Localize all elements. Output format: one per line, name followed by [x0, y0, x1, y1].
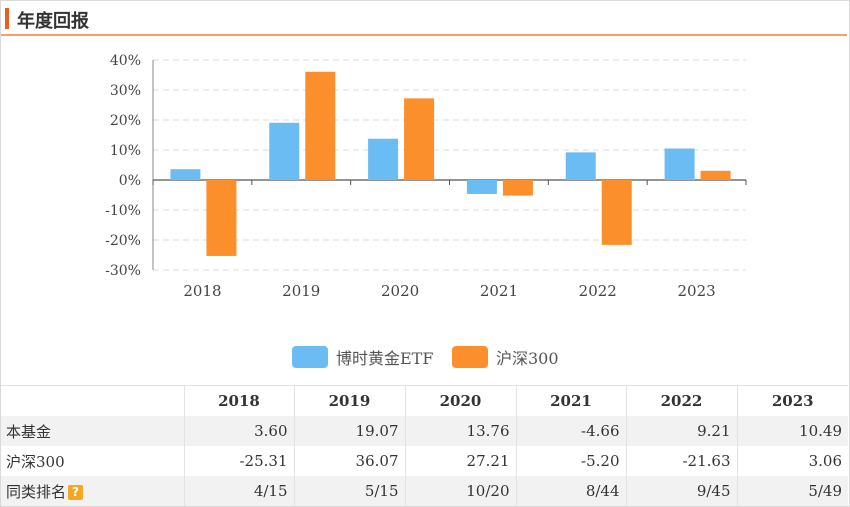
bar-index	[404, 98, 435, 180]
table-header-cell: 2019	[293, 385, 405, 416]
y-tick-label: -20%	[105, 233, 141, 249]
bar-fund	[565, 152, 596, 180]
bar-fund	[466, 180, 497, 194]
table-cell: -5.20	[515, 446, 626, 476]
table-cell: 9.21	[625, 416, 737, 446]
y-tick-label: -30%	[105, 263, 141, 279]
table-cell: 5/15	[293, 476, 405, 506]
table-cell: 9/45	[625, 476, 737, 506]
section-title: 年度回报	[17, 11, 89, 32]
row-label: 同类排名	[6, 482, 67, 501]
table-header-cell: 2022	[625, 385, 737, 416]
legend-swatch-fund	[292, 346, 328, 368]
table-header-cell: 2020	[404, 385, 516, 416]
table-cell: 13.76	[404, 416, 516, 446]
table-cell: 27.21	[404, 446, 516, 476]
table-row-index: 沪深300 -25.31 36.07 27.21 -5.20 -21.63 3.…	[1, 446, 848, 476]
legend-item-fund[interactable]: 博时黄金ETF	[292, 344, 433, 370]
y-tick-label: 30%	[110, 83, 141, 99]
y-tick-label: 20%	[110, 113, 141, 129]
table-header-cell: 2023	[736, 385, 848, 416]
table-cell: -4.66	[515, 416, 626, 446]
row-label: 沪深300	[6, 452, 65, 471]
table-cell: 5/49	[736, 476, 848, 506]
bar-index	[206, 180, 237, 256]
bar-index	[502, 180, 533, 196]
row-label: 本基金	[1, 416, 184, 446]
annual-return-table: 2018 2019 2020 2021 2022 2023 本基金 3.60 1…	[1, 385, 848, 506]
table-cell: 3.06	[736, 446, 848, 476]
help-icon[interactable]: ?	[68, 485, 84, 500]
table-header-cell	[1, 385, 184, 416]
bar-fund	[269, 122, 300, 180]
table-cell: -25.31	[183, 446, 294, 476]
table-cell: 8/44	[515, 476, 626, 506]
table-header-cell: 2021	[515, 385, 626, 416]
table-cell: 10/20	[404, 476, 516, 506]
bar-index	[601, 180, 632, 245]
table-cell: 10.49	[736, 416, 848, 446]
bar-index	[305, 71, 336, 180]
header-accent-bar	[5, 8, 9, 29]
y-tick-label: 0%	[119, 173, 141, 189]
chart-legend: 博时黄金ETF 沪深300	[0, 344, 850, 370]
legend-item-index[interactable]: 沪深300	[452, 344, 559, 370]
annual-return-chart: 40% 30% 20% 10% 0% -10% -20% -30% 2018 2019 2020 20…	[105, 53, 747, 300]
x-tick-label: 2021	[480, 282, 518, 300]
table-cell: 36.07	[293, 446, 405, 476]
bar-fund	[664, 148, 695, 180]
x-tick-label: 2022	[579, 282, 617, 300]
table-row-fund: 本基金 3.60 19.07 13.76 -4.66 9.21 10.49	[1, 416, 848, 446]
row-label-with-help: 同类排名?	[1, 476, 184, 506]
table-header-cell: 2018	[183, 385, 294, 416]
x-tick-label: 2019	[282, 282, 320, 300]
y-tick-label: 10%	[110, 143, 141, 159]
y-tick-label: -10%	[105, 203, 141, 219]
table-cell: -21.63	[625, 446, 737, 476]
legend-swatch-index	[452, 346, 488, 368]
legend-label-index: 沪深300	[496, 349, 559, 368]
table-row-rank: 同类排名? 4/15 5/15 10/20 8/44 9/45 5/49	[1, 476, 848, 506]
y-tick-label: 40%	[110, 53, 141, 69]
table-cell: 19.07	[293, 416, 405, 446]
table-cell: 3.60	[183, 416, 294, 446]
x-tick-label: 2020	[381, 282, 419, 300]
bar-fund	[170, 169, 201, 180]
legend-label-fund: 博时黄金ETF	[336, 349, 434, 368]
x-tick-label: 2018	[183, 282, 221, 300]
bar-fund	[368, 138, 399, 180]
table-header-row: 2018 2019 2020 2021 2022 2023	[1, 385, 848, 416]
table-cell: 4/15	[183, 476, 294, 506]
bar-index	[700, 170, 731, 180]
x-tick-label: 2023	[677, 282, 715, 300]
section-header: 年度回报	[1, 1, 847, 36]
